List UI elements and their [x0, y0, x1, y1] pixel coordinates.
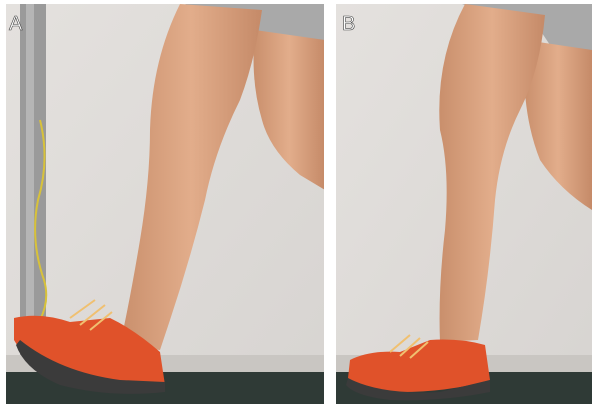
panel-label: A	[9, 13, 23, 35]
panel-b-photo	[336, 4, 592, 404]
panel-a-photo	[6, 4, 325, 404]
page: A B (() => { const data = JSON.parse(doc…	[0, 0, 595, 407]
figure: A B	[0, 0, 595, 407]
panel-label: B	[342, 13, 355, 35]
